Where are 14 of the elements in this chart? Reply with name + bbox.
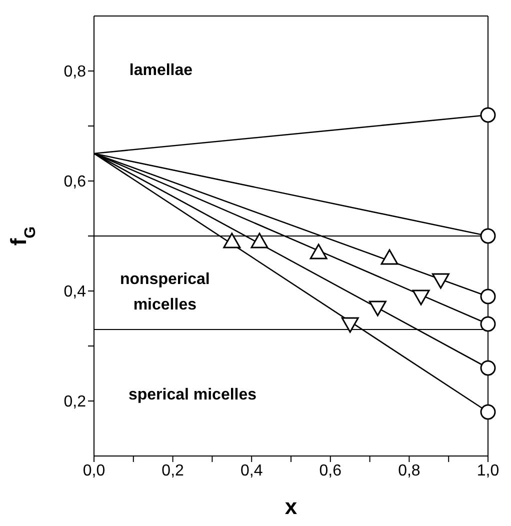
x-tick-label: 0,2 (162, 462, 184, 480)
y-tick-label: 0,2 (64, 394, 86, 411)
annotation: nonsperical micelles (120, 271, 210, 314)
x-tick-label: 0,4 (240, 462, 263, 480)
x-tick-label: 1,0 (476, 462, 500, 480)
annotation: sperical micelles (128, 386, 257, 404)
x-tick-label: 0,6 (319, 462, 342, 480)
x-tick-label: 0,0 (82, 462, 106, 480)
y-tick-label: 0,6 (64, 174, 86, 191)
y-tick-label: 0,8 (64, 64, 86, 81)
annotation: lamellae (129, 62, 193, 80)
x-tick-label: 0,8 (398, 462, 420, 480)
x-axis-title: x (284, 494, 298, 519)
y-tick-label: 0,4 (64, 284, 86, 301)
